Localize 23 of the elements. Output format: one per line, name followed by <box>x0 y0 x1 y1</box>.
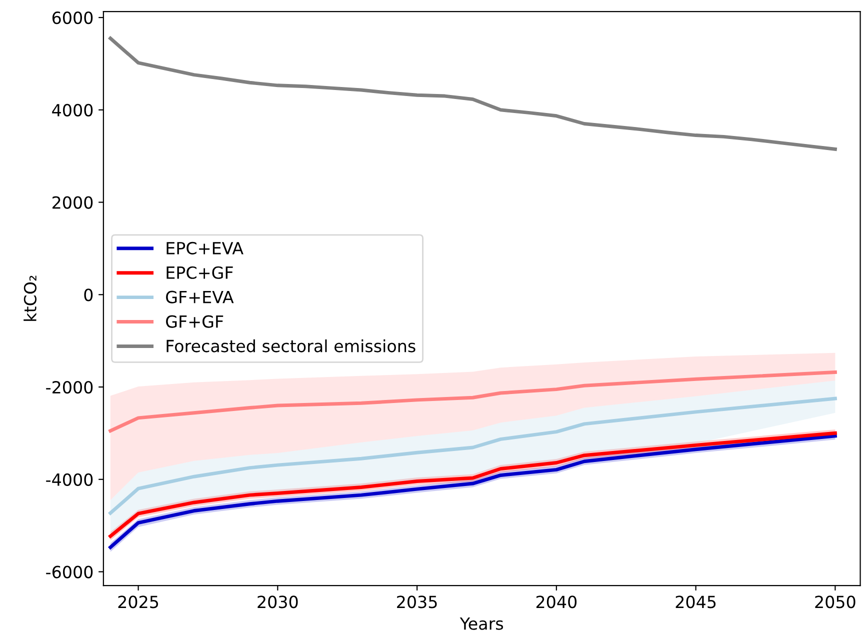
x-tick-label: 2045 <box>676 596 716 608</box>
line-series <box>108 36 837 151</box>
y-axis-title: ktCO₂ <box>24 276 37 321</box>
legend-label: GF+GF <box>166 315 224 328</box>
y-tick-label: -2000 <box>46 380 93 394</box>
x-tick-label: 2050 <box>815 596 856 608</box>
y-tick-label: 2000 <box>52 196 93 209</box>
legend-label: EPC+GF <box>166 266 233 279</box>
line-series <box>108 396 837 515</box>
legend-label: GF+EVA <box>166 290 234 304</box>
y-tick-label: 4000 <box>52 104 93 116</box>
x-tick-label: 2025 <box>118 596 158 608</box>
y-tick-label: 6000 <box>52 11 93 24</box>
y-tick-label: 0 <box>84 288 93 302</box>
x-tick-label: 2030 <box>258 596 298 608</box>
x-tick-label: 2035 <box>397 596 437 608</box>
legend-label: EPC+EVA <box>166 242 244 254</box>
y-tick-label: -6000 <box>46 566 93 578</box>
x-axis-title: Years <box>460 618 504 630</box>
legend-label: Forecasted sectoral emissions <box>166 339 416 352</box>
line-series <box>108 370 837 433</box>
y-tick-label: -4000 <box>46 473 93 486</box>
x-tick-label: 2040 <box>536 596 577 608</box>
